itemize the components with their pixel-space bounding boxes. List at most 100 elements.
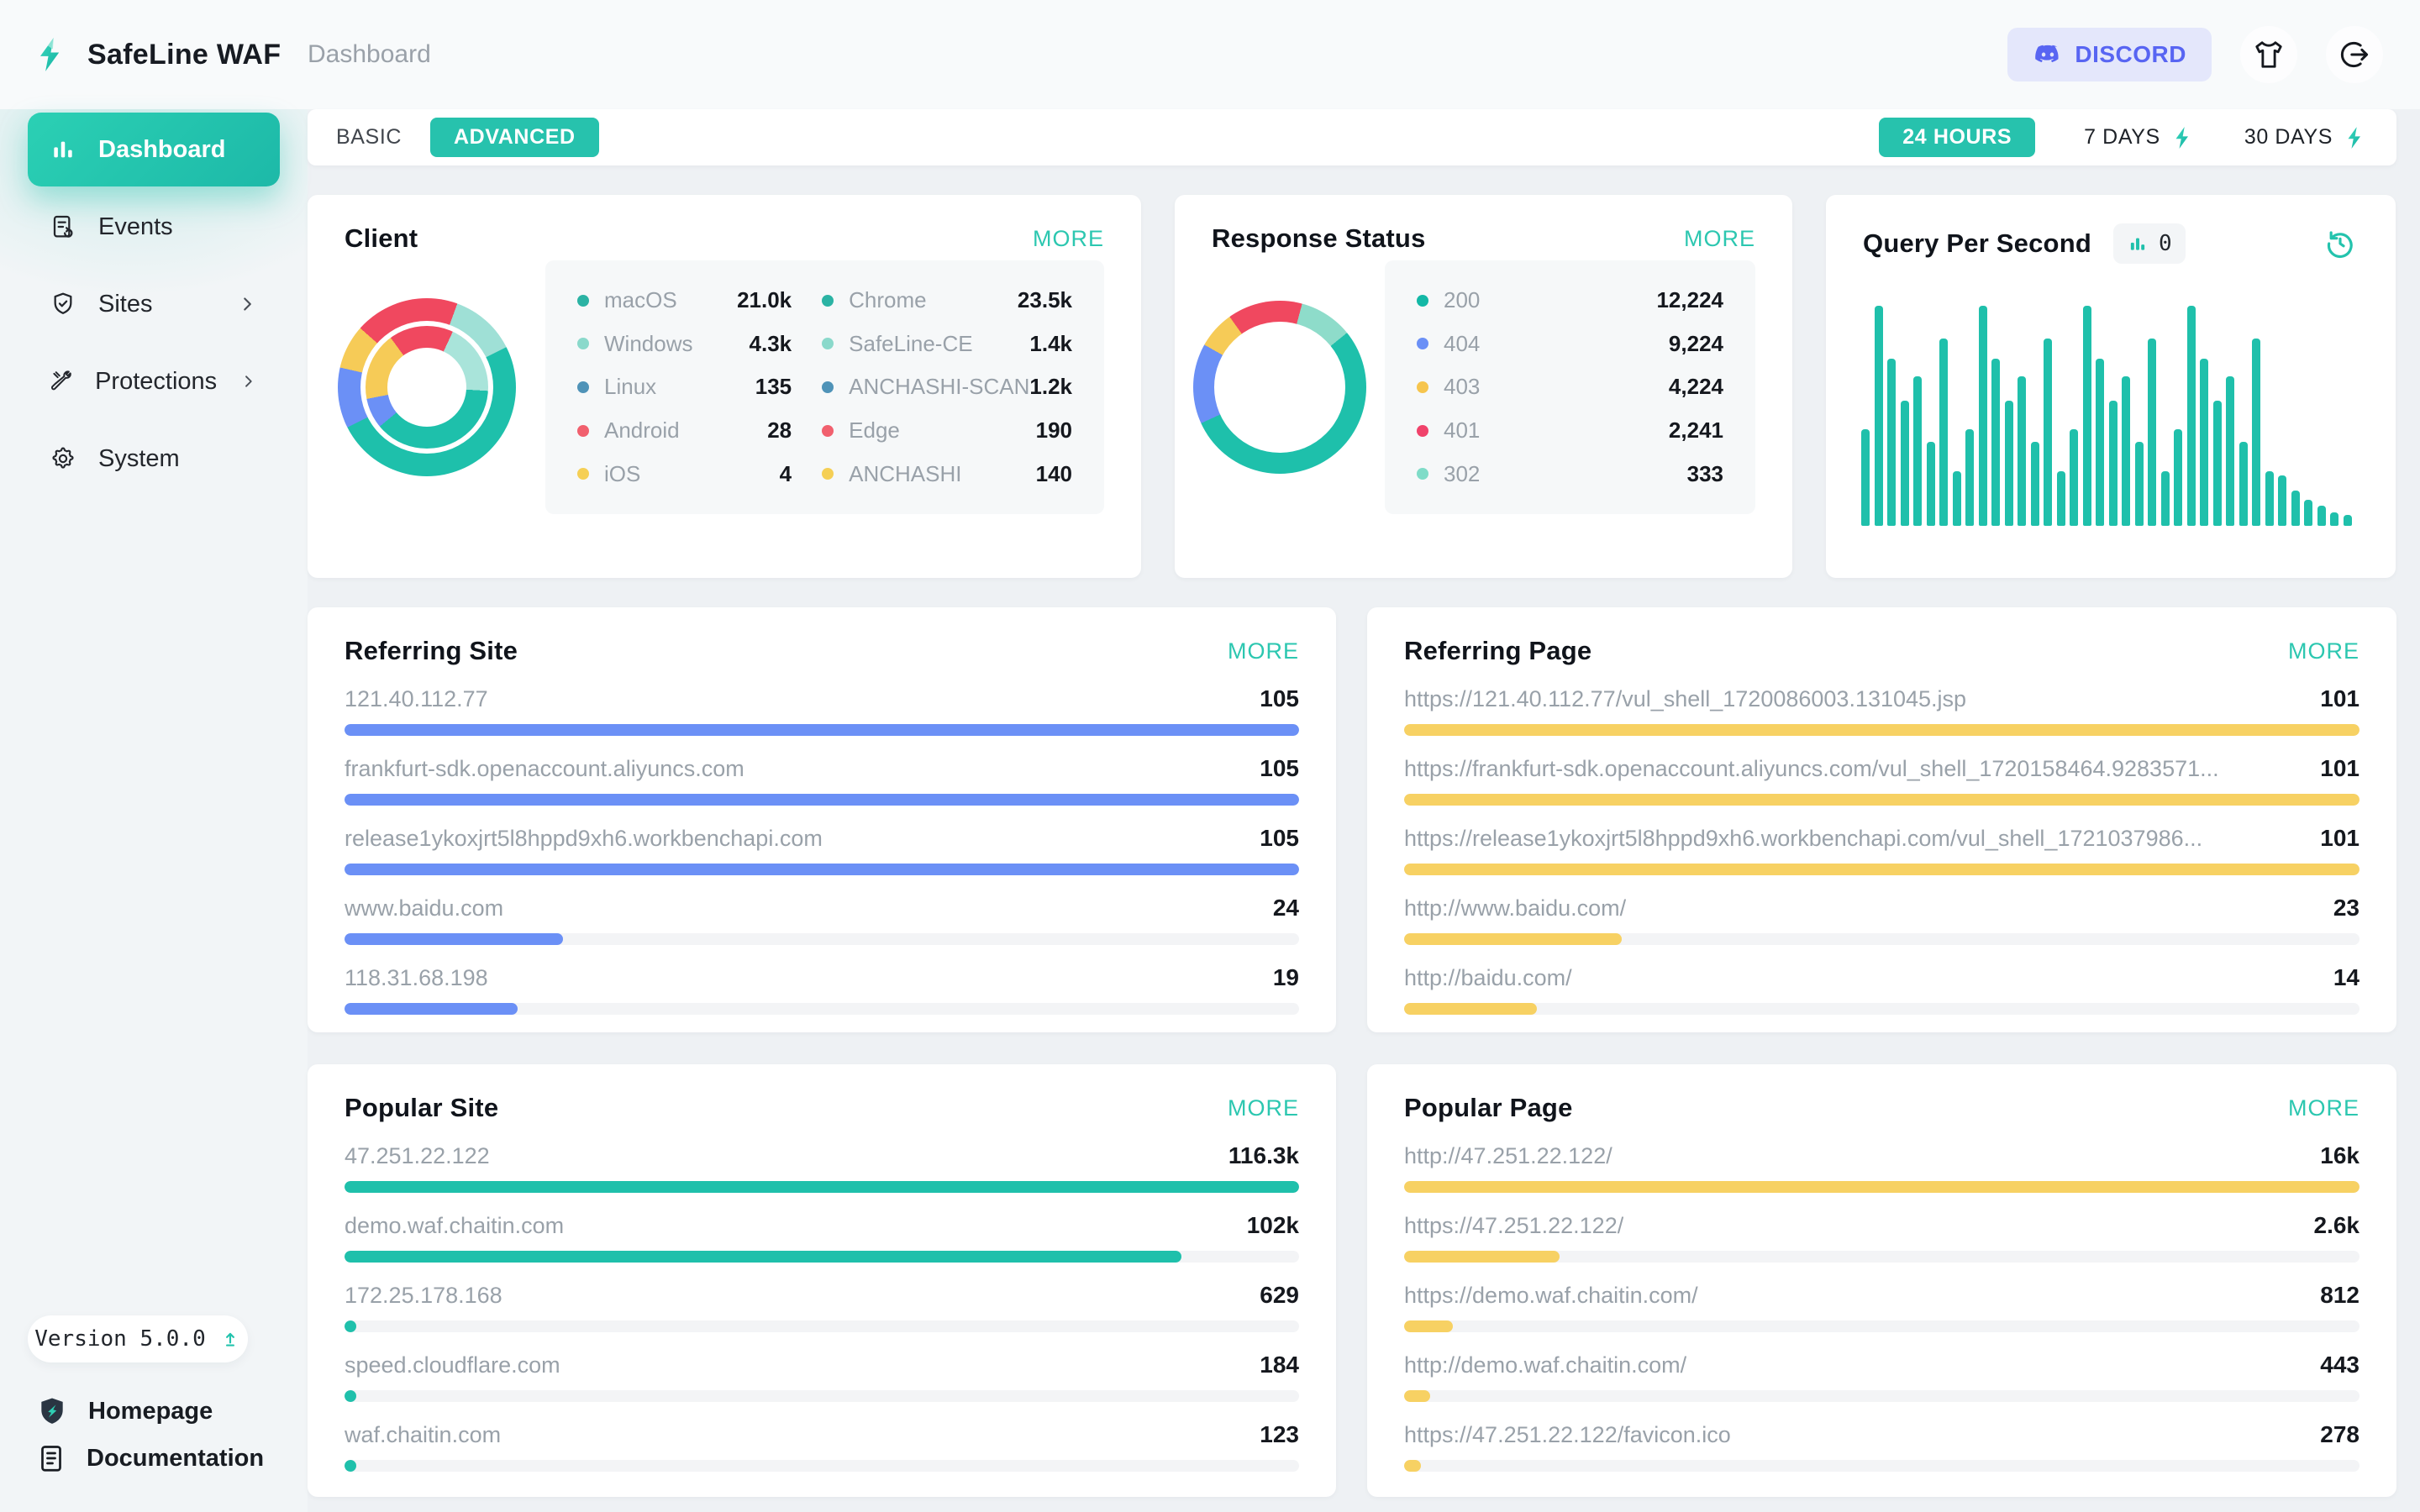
sidebar-item-protections[interactable]: Protections (28, 344, 280, 418)
bolt-icon (2175, 126, 2188, 149)
qps-bar (2044, 339, 2052, 526)
list-item-label: 118.31.68.198 (345, 965, 488, 990)
documentation-link[interactable]: Documentation (28, 1435, 282, 1482)
logout-button[interactable] (2326, 26, 2383, 83)
qps-bar (2056, 470, 2065, 526)
sidebar: Dashboard Events Sites (0, 109, 308, 1512)
list-item-label: https://frankfurt-sdk.openaccount.aliyun… (1404, 756, 2219, 781)
list-item-head: https://121.40.112.77/vul_shell_17200860… (1404, 685, 2360, 712)
list-item-bar-fill (1404, 933, 1622, 945)
history-clock-icon (2327, 231, 2353, 259)
response-status-more-link[interactable]: MORE (1684, 225, 1755, 251)
legend-row: Chrome 23.5k (822, 279, 1072, 323)
sidebar-item-events[interactable]: Events (28, 190, 280, 264)
range-24-hours-button[interactable]: 24 HOURS (1879, 118, 2036, 157)
popular-page-more-link[interactable]: MORE (2288, 1095, 2360, 1121)
document-icon (41, 1446, 61, 1472)
range-7-days-button[interactable]: 7 DAYS (2084, 125, 2196, 150)
appearance-button[interactable] (2240, 26, 2297, 83)
qps-card: Query Per Second 0 (1826, 195, 2396, 578)
sidebar-item-label: Sites (98, 290, 153, 318)
qps-bar (1887, 358, 1896, 526)
sidebar-footer: Version 5.0.0 Homepage Documentation (28, 1315, 282, 1482)
events-log-icon (53, 215, 73, 238)
legend-value: 12,224 (1656, 287, 1723, 313)
legend-label: Chrome (849, 287, 927, 313)
list-item-bar-fill (345, 1181, 1299, 1193)
legend-label: 403 (1444, 374, 1481, 400)
homepage-link[interactable]: Homepage (28, 1388, 282, 1435)
sidebar-item-system[interactable]: System (28, 422, 280, 496)
sidebar-nav: Dashboard Events Sites (0, 113, 308, 496)
legend-label: Linux (604, 374, 657, 400)
popular-site-more-link[interactable]: MORE (1228, 1095, 1299, 1121)
legend-dot (1417, 381, 1428, 393)
qps-bar (1913, 375, 1922, 526)
sidebar-item-label: Protections (95, 367, 218, 395)
list-item-label: https://demo.waf.chaitin.com/ (1404, 1283, 1698, 1308)
qps-bar (2212, 400, 2222, 526)
qps-bar (2108, 400, 2118, 526)
list-item-bar-track (345, 1251, 1299, 1263)
list-item: 118.31.68.198 19 (345, 964, 1299, 1015)
homepage-label: Homepage (88, 1397, 213, 1425)
brand[interactable]: SafeLine WAF (32, 35, 308, 74)
referring-page-more-link[interactable]: MORE (2288, 638, 2360, 664)
popular-page-card: Popular Page MORE http://47.251.22.122/1… (1367, 1064, 2396, 1497)
list-item-value: 629 (1260, 1282, 1299, 1308)
legend-label: Windows (604, 330, 693, 356)
list-item-label: http://demo.waf.chaitin.com/ (1404, 1352, 1687, 1378)
legend-label: Android (604, 417, 680, 444)
tab-advanced[interactable]: ADVANCED (430, 118, 599, 157)
legend-row: Edge 190 (822, 409, 1072, 453)
list-item: speed.cloudflare.com 184 (345, 1352, 1299, 1402)
legend-row: 302 333 (1417, 452, 1723, 496)
list-item-label: speed.cloudflare.com (345, 1352, 560, 1378)
sidebar-item-dashboard[interactable]: Dashboard (28, 113, 280, 186)
legend-value: 1.4k (1029, 330, 1072, 356)
list-item-bar-track (1404, 794, 2360, 806)
list-item-head: http://baidu.com/14 (1404, 964, 2360, 991)
range-30-days-button[interactable]: 30 DAYS (2244, 125, 2368, 150)
list-item-value: 105 (1260, 685, 1299, 711)
legend-label: Edge (849, 417, 900, 444)
list-item-bar-track (345, 1460, 1299, 1472)
list-item-value: 24 (1272, 895, 1299, 921)
legend-dot (822, 294, 834, 307)
client-more-link[interactable]: MORE (1033, 225, 1104, 251)
referring-site-more-link[interactable]: MORE (1228, 638, 1299, 664)
tab-basic[interactable]: BASIC (336, 125, 402, 149)
bolt-icon (2348, 126, 2360, 149)
sidebar-item-sites[interactable]: Sites (28, 267, 280, 341)
qps-bar (2134, 442, 2144, 526)
list-item-label: http://baidu.com/ (1404, 965, 1572, 990)
list-item-value: 116.3k (1228, 1142, 1299, 1168)
list-item-head: 47.251.22.122 116.3k (345, 1142, 1299, 1169)
list-item: release1ykoxjrt5l8hppd9xh6.workbenchapi.… (345, 825, 1299, 875)
stats-row: Client MORE macOS 21.0k Windows 4.3k Linux 13… (308, 195, 2396, 578)
mini-bars-icon (2130, 238, 2145, 250)
qps-bar (2030, 442, 2039, 526)
qps-bar (2174, 428, 2182, 526)
list-item-value: 812 (2320, 1282, 2360, 1308)
legend-value: 4 (779, 460, 792, 486)
qps-bar (1939, 339, 1948, 526)
list-item-bar-fill (1404, 1003, 1537, 1015)
qps-bar (2018, 375, 2026, 526)
list-item: https://release1ykoxjrt5l8hppd9xh6.workb… (1404, 825, 2360, 875)
version-badge[interactable]: Version 5.0.0 (28, 1315, 248, 1362)
list-item-bar-fill (345, 1251, 1182, 1263)
dashboard-toolbar: BASIC ADVANCED 24 HOURS 7 DAYS 30 DAYS (308, 109, 2396, 165)
list-item-bar-fill (345, 1003, 518, 1015)
list-item-bar-track (1404, 933, 2360, 945)
list-item-head: 121.40.112.77 105 (345, 685, 1299, 712)
referring-site-title: Referring Site (345, 636, 518, 665)
legend-value: 23.5k (1017, 287, 1072, 313)
list-item-bar-track (345, 794, 1299, 806)
list-item: https://demo.waf.chaitin.com/812 (1404, 1282, 2360, 1332)
client-donut-chart (337, 298, 516, 476)
list-item-head: http://www.baidu.com/23 (1404, 895, 2360, 921)
qps-history-button[interactable] (2322, 225, 2359, 262)
discord-button[interactable]: DISCORD (2007, 28, 2212, 81)
qps-bar (2004, 400, 2013, 526)
